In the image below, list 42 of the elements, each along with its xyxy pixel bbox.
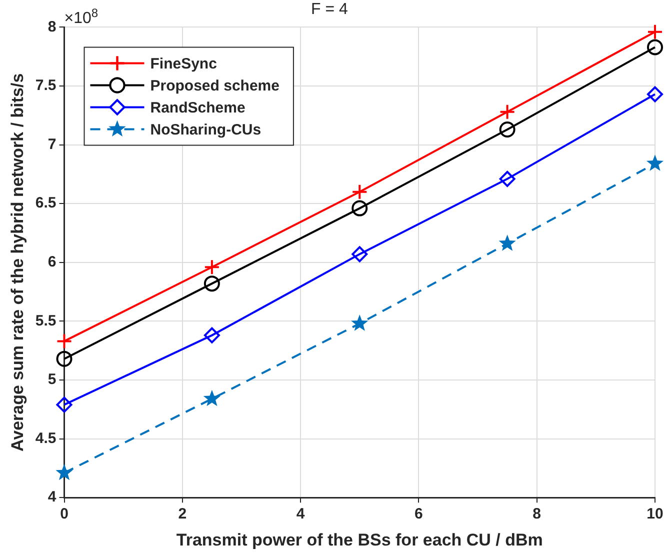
y-tick-label: 5.5 [35,312,56,330]
x-tick-label: 4 [296,506,306,523]
y-tick-label: 7.5 [35,77,56,94]
y-tick-label: 5 [48,371,56,388]
chart-title: F = 4 [311,1,348,18]
legend-label: Proposed scheme [150,77,280,94]
x-tick-label: 6 [414,506,423,523]
x-axis-title: Transmit power of the BSs for each CU / dBm [176,530,543,550]
x-tick-label: 0 [60,506,68,523]
point [498,234,516,251]
y-tick-label: 8 [48,18,56,36]
point [204,259,220,276]
point [352,200,368,216]
y-tick-label: 6 [48,254,56,271]
y-tick-label: 4.5 [35,430,56,447]
point [499,122,516,138]
point [204,327,220,344]
legend-label: RandScheme [150,99,246,116]
point [499,170,516,187]
x-tick-label: 2 [178,506,187,523]
legend-label: NoSharing-CUs [150,121,262,138]
x-tick-label: 10 [646,506,664,523]
y-tick-label: 6.5 [35,194,56,212]
point [56,333,72,350]
point [56,350,72,367]
point [646,154,664,171]
point [56,464,73,480]
point [352,246,368,262]
point [352,184,368,200]
legend-label: FineSync [150,55,217,72]
y-tick-label: 7 [48,136,56,153]
x-tick-label: 8 [532,506,542,523]
point [351,314,368,331]
y-tick-label: 4 [48,488,57,506]
point [499,104,516,120]
y-axis-title: Average sum rate of the hybrid network / bits/s [8,73,27,452]
point [203,390,220,406]
point [647,24,663,40]
point [647,86,663,102]
point [204,276,220,292]
point [647,39,663,56]
point [56,396,72,413]
